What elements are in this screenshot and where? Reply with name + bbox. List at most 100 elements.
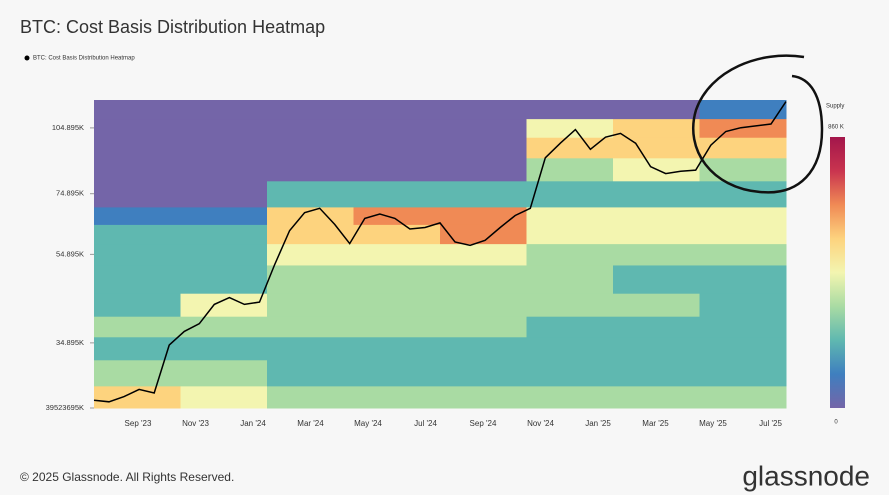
heatmap-cell	[440, 118, 527, 138]
y-tick-label: 54.895K	[56, 249, 84, 258]
heatmap-cell	[699, 137, 787, 159]
heatmap-cell	[526, 336, 614, 361]
heatmap-cell	[180, 137, 268, 159]
heatmap-cell	[440, 359, 527, 387]
heatmap-cell	[94, 359, 181, 387]
heatmap-cell	[180, 336, 268, 361]
heatmap-cell	[699, 224, 787, 245]
y-tick-label: 34.895K	[56, 338, 84, 347]
heatmap-cell	[699, 243, 787, 266]
heatmap-cell	[353, 100, 441, 120]
heatmap-cell	[180, 224, 268, 245]
heatmap-cell	[94, 100, 181, 120]
colorbar-tick-label: 0	[834, 420, 838, 426]
x-tick-label: Jan '25	[585, 419, 611, 428]
x-tick-label: Jul '25	[759, 419, 782, 428]
y-tick-label: 74.895K	[56, 189, 84, 198]
hand-drawn-circle	[691, 54, 824, 194]
heatmap-cell	[526, 264, 614, 294]
x-tick-label: Nov '23	[182, 419, 209, 428]
heatmap-cell	[526, 243, 614, 266]
heatmap-cell	[180, 100, 268, 120]
heatmap-cell	[267, 100, 354, 120]
x-tick-label: Mar '25	[642, 419, 669, 428]
heatmap-cell	[267, 118, 354, 138]
heatmap-cell	[94, 206, 181, 225]
heatmap-cell	[180, 359, 268, 387]
y-tick-label: 39523695K	[46, 403, 84, 412]
heatmap-cell	[526, 224, 614, 245]
legend-marker	[24, 55, 30, 61]
heatmap-cell	[267, 137, 354, 159]
heatmap-cell	[699, 316, 787, 338]
heatmap-cell	[613, 316, 700, 338]
x-tick-label: Mar '24	[297, 419, 324, 428]
heatmap-cell	[699, 206, 787, 225]
heatmap-cell	[353, 336, 441, 361]
x-tick-label: May '24	[354, 419, 382, 428]
heatmap-cell	[526, 180, 614, 208]
heatmap-cell	[353, 243, 441, 266]
heatmap-cell	[613, 137, 700, 159]
heatmap-cell	[699, 157, 787, 182]
price-line	[93, 101, 787, 403]
heatmap-cell	[613, 336, 700, 361]
heatmap-cell	[699, 336, 787, 361]
heatmap-cell	[353, 359, 441, 387]
heatmap-cell	[699, 100, 787, 120]
heatmap-cell	[440, 180, 527, 208]
x-tick-label: Nov '24	[527, 419, 554, 428]
y-tick-label: 104.895K	[52, 123, 84, 132]
heatmap-cell	[353, 385, 441, 409]
heatmap-cell	[180, 264, 268, 294]
heatmap-cell	[526, 137, 614, 159]
heatmap-cell	[353, 264, 441, 294]
heatmap-cell	[440, 224, 527, 245]
heatmap-cell	[353, 293, 441, 317]
heatmap-cell	[180, 118, 268, 138]
heatmap-cell	[353, 118, 441, 138]
heatmap-cell	[353, 206, 441, 225]
heatmap-cell	[94, 224, 181, 245]
heatmap-cell	[613, 206, 700, 225]
heatmap-cell	[613, 385, 700, 409]
heatmap-cell	[526, 385, 614, 409]
colorbar-tick-label: 860 K	[828, 125, 844, 131]
heatmap-cell	[180, 316, 268, 338]
heatmap-cell	[613, 180, 700, 208]
heatmap-cell	[267, 293, 354, 317]
heatmap-cell	[613, 118, 700, 138]
heatmap-cell	[613, 243, 700, 266]
heatmap-cell	[267, 385, 354, 409]
heatmap-cell	[267, 180, 354, 208]
heatmap-cell	[440, 385, 527, 409]
heatmap-cell	[353, 137, 441, 159]
heatmap-cell	[699, 180, 787, 208]
heatmap-cell	[526, 293, 614, 317]
heatmap-cell	[94, 336, 181, 361]
heatmap-cell	[267, 264, 354, 294]
heatmap-cell	[613, 359, 700, 387]
heatmap-cell	[180, 206, 268, 225]
heatmap-cell	[267, 316, 354, 338]
heatmap-cell	[94, 118, 181, 138]
heatmap-cell	[613, 100, 700, 120]
heatmap-cell	[440, 137, 527, 159]
heatmap-cell	[440, 157, 527, 182]
heatmap-cell	[526, 316, 614, 338]
x-tick-label: May '25	[699, 419, 727, 428]
colorbar	[830, 137, 845, 408]
heatmap-cell	[699, 264, 787, 294]
heatmap-cell	[353, 316, 441, 338]
heatmap-cell	[94, 157, 181, 182]
heatmap-cell	[94, 264, 181, 294]
heatmap-cell	[699, 359, 787, 387]
heatmap-cell	[353, 224, 441, 245]
brand-logo: glassnode	[742, 460, 870, 491]
x-tick-label: Jul '24	[414, 419, 437, 428]
heatmap-cell	[440, 316, 527, 338]
heatmap-cell	[440, 206, 527, 225]
heatmap-cell	[526, 206, 614, 225]
heatmap-cell	[440, 336, 527, 361]
